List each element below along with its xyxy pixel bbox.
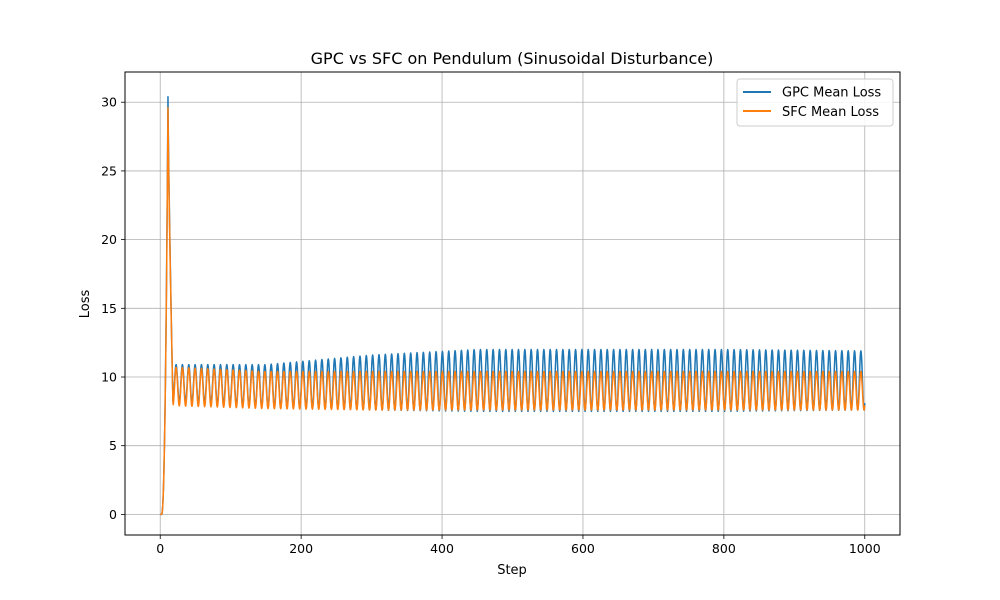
y-tick-label: 10 [101, 370, 117, 385]
y-tick-label: 0 [109, 507, 117, 522]
series-line-sfc-mean-loss [159, 106, 866, 516]
x-tick-label: 600 [571, 541, 595, 556]
y-axis-ticks: 0 5 10 15 20 25 30 [101, 95, 125, 522]
x-tick-label: 1000 [849, 541, 881, 556]
y-tick-label: 20 [101, 232, 117, 247]
x-axis-ticks: 0 200 400 600 800 1000 [156, 535, 881, 556]
x-tick-label: 200 [289, 541, 313, 556]
y-tick-label: 15 [101, 301, 117, 316]
series-layer [159, 95, 866, 516]
x-axis-label: Step [497, 563, 527, 578]
legend: GPC Mean Loss SFC Mean Loss [736, 78, 894, 127]
y-tick-label: 30 [101, 95, 117, 110]
x-tick-label: 400 [430, 541, 454, 556]
x-tick-label: 800 [712, 541, 736, 556]
legend-box [736, 78, 894, 127]
legend-label-sfc: SFC Mean Loss [782, 105, 879, 120]
y-tick-label: 5 [109, 438, 117, 453]
legend-label-gpc: GPC Mean Loss [782, 86, 881, 101]
y-tick-label: 25 [101, 163, 117, 178]
y-axis-label: Loss [78, 290, 93, 319]
plot-frame [124, 71, 901, 536]
chart-title: GPC vs SFC on Pendulum (Sinusoidal Distu… [311, 49, 714, 68]
series-line-gpc-mean-loss [159, 95, 866, 516]
x-tick-label: 0 [156, 541, 164, 556]
grid-lines [125, 72, 900, 535]
